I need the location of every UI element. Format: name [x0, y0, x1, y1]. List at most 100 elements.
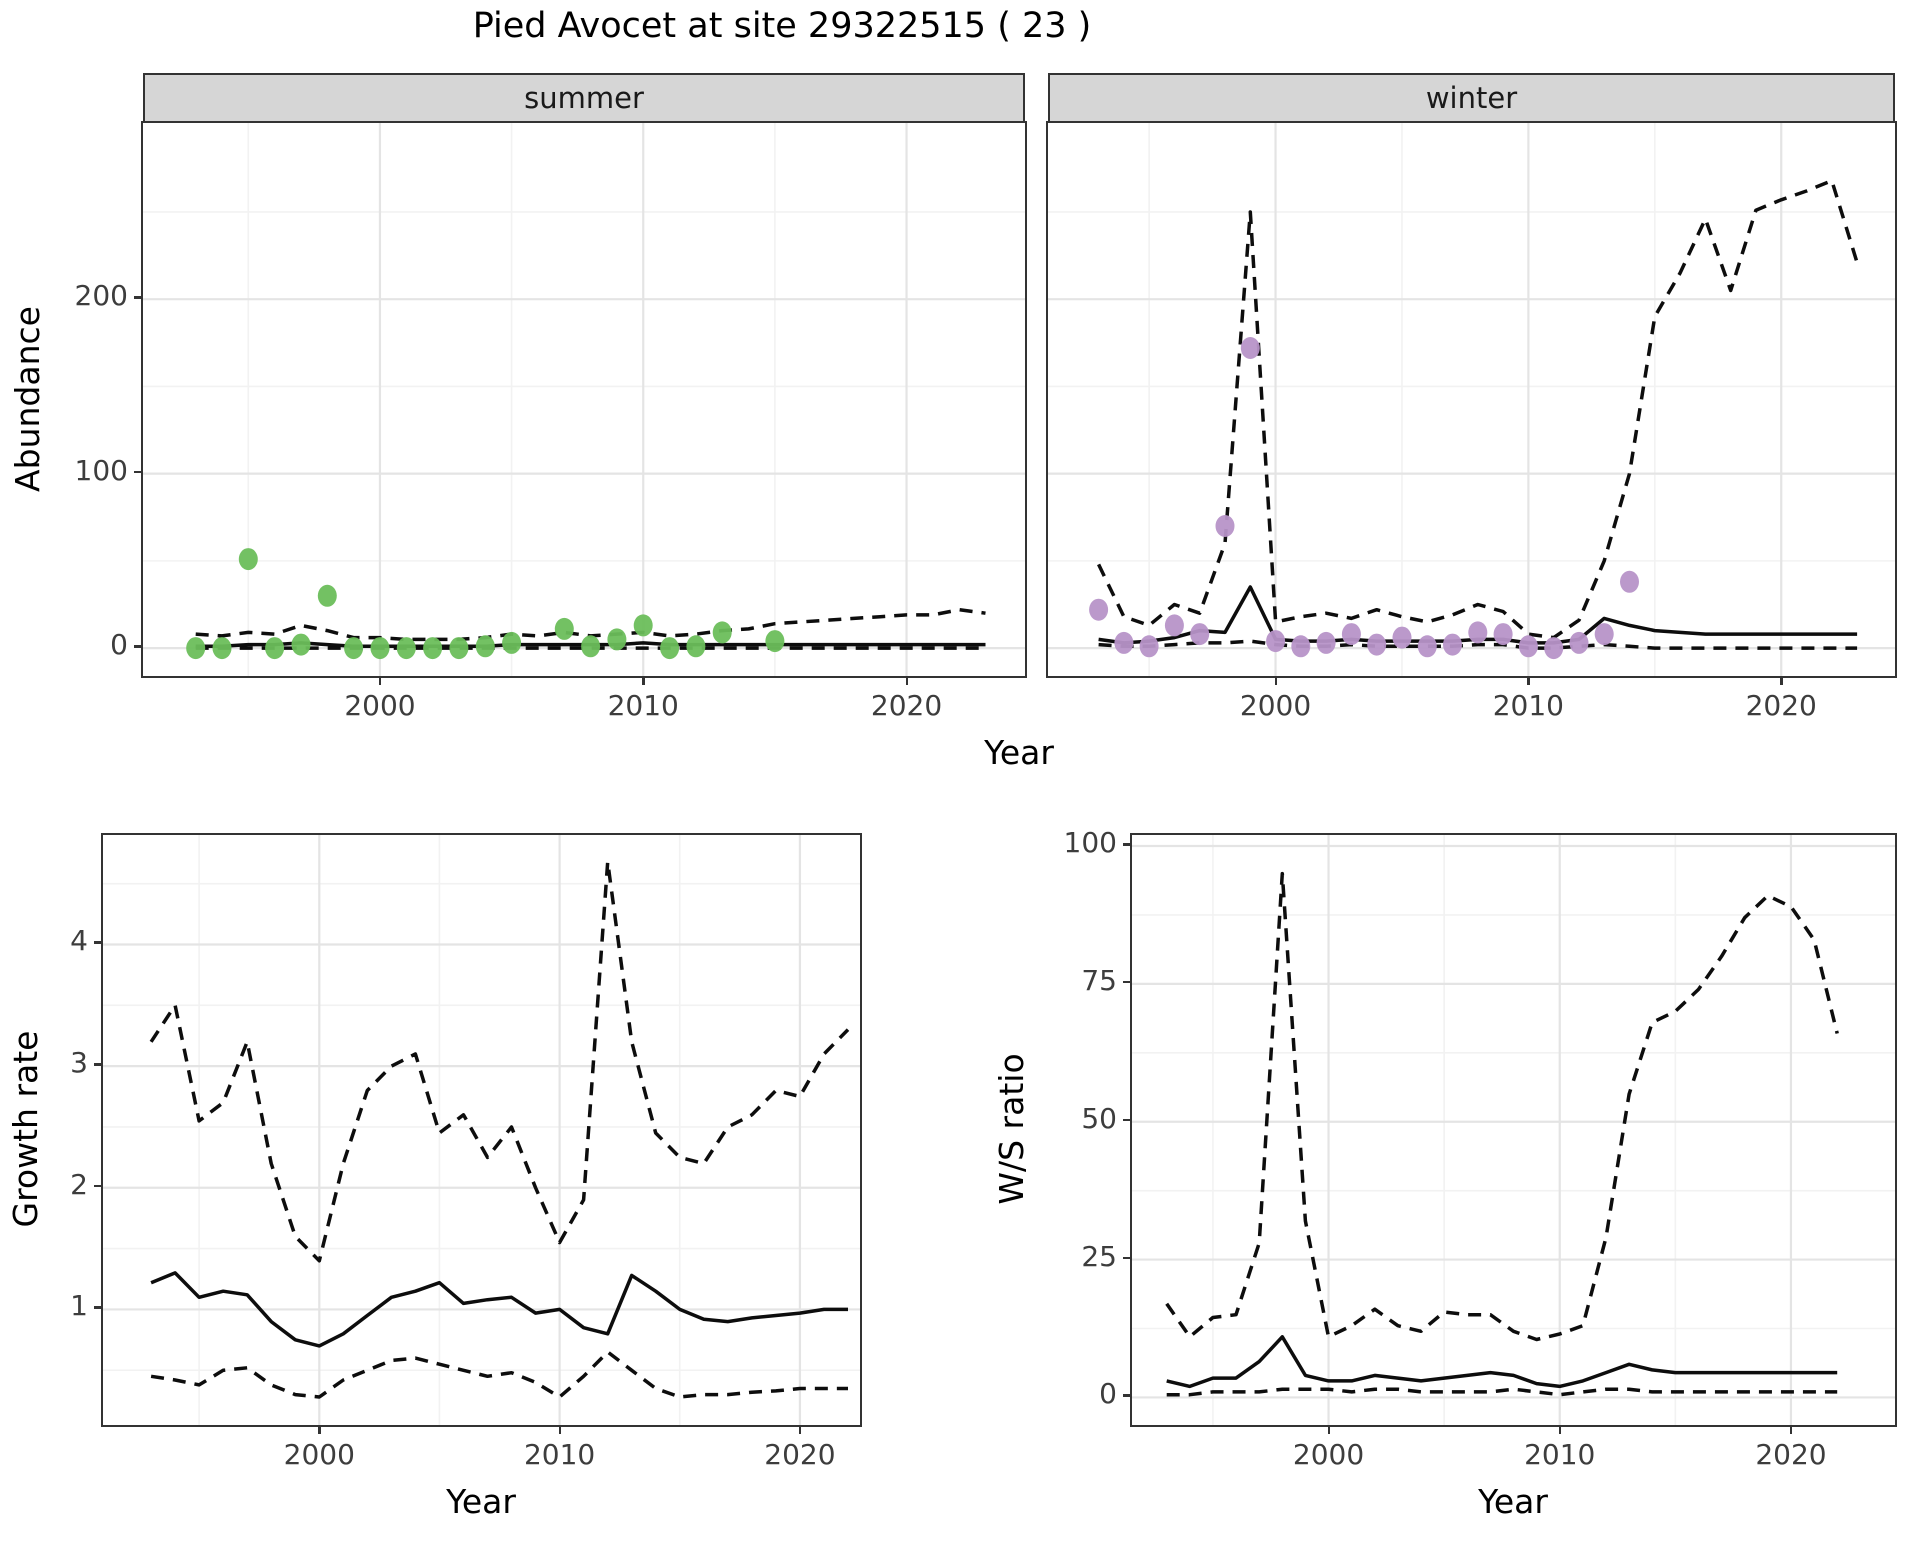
series-upper_ci-winter	[1097, 178, 1859, 640]
panel-growth-rate	[101, 833, 862, 1427]
panel-ws-ratio	[1130, 833, 1897, 1427]
chart-title: Pied Avocet at site 29322515 ( 23 )	[472, 6, 1092, 46]
y-tick-label: 4	[70, 924, 88, 958]
data-point-observed_counts	[449, 637, 469, 660]
x-tick-mark	[1780, 676, 1783, 685]
x-tick-label: 2010	[1492, 689, 1565, 722]
x-axis-title-top: Year	[984, 733, 1054, 772]
x-tick-label: 2020	[870, 689, 943, 722]
x-axis-summer: 2000 2010 2020	[143, 676, 1025, 732]
panel-abundance-winter	[1046, 121, 1897, 678]
data-point-observed_counts	[1392, 626, 1412, 649]
data-point-observed_counts	[1139, 635, 1159, 658]
x-tick-mark	[798, 1425, 802, 1434]
data-point-observed_counts	[423, 637, 443, 660]
y-tick-label: 0	[110, 628, 128, 662]
series-median-ws	[1166, 1335, 1838, 1389]
panel-canvas-ws	[1132, 835, 1895, 1425]
data-point-observed_counts	[1240, 337, 1260, 359]
data-point-observed_counts	[1190, 623, 1210, 646]
panel-canvas-growth	[103, 835, 860, 1425]
data-point-observed_counts	[475, 635, 495, 658]
data-point-observed_counts	[1367, 633, 1387, 656]
y-tick-label: 100	[1063, 826, 1117, 860]
y-tick-label: 0	[1099, 1377, 1117, 1411]
series-upper_ci-summer	[195, 607, 986, 642]
x-tick-mark	[1789, 1425, 1793, 1434]
series-upper_ci-growth	[149, 860, 850, 1263]
panel-canvas-summer	[143, 123, 1025, 676]
data-point-observed_counts	[212, 637, 232, 660]
data-point-observed_counts	[1544, 637, 1564, 660]
data-point-observed_counts	[502, 631, 522, 654]
data-point-observed_counts	[396, 637, 416, 660]
series-upper_ci-ws	[1165, 871, 1839, 1342]
data-point-observed_counts	[1443, 633, 1462, 656]
data-point-observed_counts	[1594, 623, 1614, 646]
data-point-observed_counts	[686, 635, 706, 658]
y-tick-label: 200	[74, 279, 128, 313]
data-point-observed_counts	[1266, 630, 1286, 653]
data-point-observed_counts	[765, 630, 785, 653]
y-tick-label: 75	[1081, 964, 1117, 998]
data-point-observed_counts	[1417, 635, 1437, 658]
x-tick-label: 2020	[1755, 1438, 1827, 1471]
series-lower_ci-winter	[1098, 639, 1858, 650]
facet-strip-winter: winter	[1048, 73, 1895, 123]
x-tick-mark	[318, 1425, 321, 1434]
x-tick-label: 2000	[344, 689, 416, 722]
data-point-observed_counts	[186, 637, 206, 660]
x-axis-title-growth: Year	[446, 1482, 516, 1521]
panel-abundance-summer	[141, 121, 1027, 678]
y-tick-mark	[134, 645, 143, 648]
y-tick-label: 3	[70, 1046, 88, 1080]
y-tick-mark	[1123, 980, 1132, 984]
y-tick-mark	[94, 1306, 103, 1309]
x-tick-mark	[378, 676, 382, 685]
data-point-observed_counts	[1518, 635, 1538, 658]
x-tick-label: 2010	[1524, 1438, 1596, 1471]
x-tick-mark	[1558, 1425, 1562, 1434]
x-axis-growth: 2000 2010 2020	[103, 1425, 860, 1481]
y-tick-mark	[134, 296, 143, 299]
x-tick-label: 2000	[1239, 689, 1312, 722]
data-point-observed_counts	[1215, 515, 1235, 537]
data-point-observed_counts	[1089, 598, 1109, 621]
data-point-observed_counts	[238, 548, 258, 571]
data-point-observed_counts	[291, 633, 311, 656]
x-tick-mark	[642, 676, 645, 685]
data-point-observed_counts	[1493, 623, 1513, 646]
y-axis-title-abundance: Abundance	[8, 306, 47, 492]
y-axis-title-ws-ratio: W/S ratio	[992, 1053, 1031, 1205]
facet-strip-winter-label: winter	[1425, 81, 1518, 115]
x-tick-label: 2020	[1745, 689, 1817, 722]
data-point-observed_counts	[1341, 623, 1361, 646]
x-axis-title-ws: Year	[1478, 1482, 1548, 1521]
x-axis-ws: 2000 2010 2020	[1132, 1425, 1895, 1481]
series-median-growth	[150, 1271, 848, 1348]
data-point-observed_counts	[607, 628, 627, 651]
x-tick-label: 2000	[283, 1438, 355, 1471]
y-tick-mark	[134, 470, 143, 474]
facet-strip-summer: summer	[143, 73, 1025, 123]
x-tick-mark	[1274, 676, 1278, 685]
data-point-observed_counts	[1468, 621, 1488, 644]
series-lower_ci-ws	[1166, 1387, 1838, 1397]
y-tick-label: 1	[70, 1289, 88, 1323]
facet-strip-summer-label: summer	[524, 81, 644, 115]
x-axis-winter: 2000 2010 2020	[1048, 676, 1895, 732]
data-point-observed_counts	[1114, 631, 1134, 654]
y-tick-mark	[1123, 1118, 1132, 1122]
data-point-observed_counts	[370, 637, 390, 660]
y-tick-label: 2	[70, 1167, 88, 1201]
y-tick-mark	[1123, 1394, 1132, 1397]
y-tick-mark	[1123, 843, 1132, 846]
y-tick-mark	[94, 941, 103, 944]
y-tick-mark	[94, 1184, 103, 1188]
y-tick-label: 50	[1081, 1101, 1117, 1135]
data-point-observed_counts	[1569, 631, 1589, 654]
x-tick-label: 2000	[1292, 1438, 1365, 1471]
data-point-observed_counts	[712, 621, 732, 644]
data-point-observed_counts	[1620, 570, 1639, 593]
